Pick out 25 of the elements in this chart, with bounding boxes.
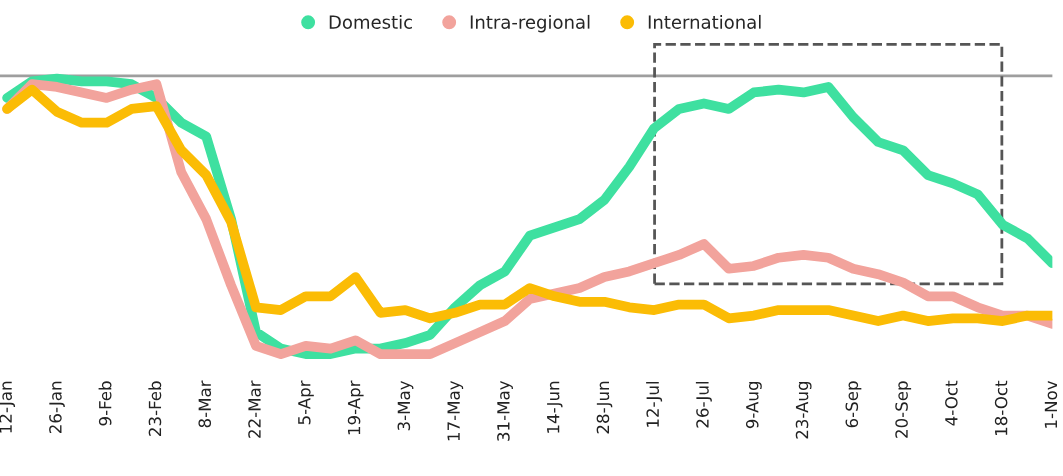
legend-label: International: [648, 14, 761, 29]
x-tick-label: 26-Jan: [49, 381, 65, 434]
legend-label: Intra-regional: [470, 14, 590, 33]
x-tick-label: 3-May: [397, 380, 414, 431]
x-tick-label: 9-Aug: [745, 381, 762, 429]
x-tick-label: 4-Oct: [945, 380, 958, 426]
x-tick-label: 5-Apr: [298, 380, 314, 425]
x-tick-label: 8-Mar: [198, 380, 212, 428]
x-tick-label: 22-Mar: [248, 380, 261, 438]
x-tick-label: 6-Sep: [845, 381, 862, 428]
x-tick-label: 26-Jul: [695, 381, 712, 428]
x-tick-label: 23-Feb: [148, 381, 162, 436]
x-tick-label: 28-Jun: [596, 381, 613, 434]
x-tick-label: 9-Feb: [98, 381, 112, 426]
x-tick-label: 31-May: [497, 380, 513, 441]
x-tick-label: 12-Jul: [646, 381, 663, 427]
x-tick-label: 17-May: [447, 380, 464, 441]
x-tick-label: 20-Sep: [895, 381, 912, 438]
x-tick-label: 1-Nov: [1044, 380, 1058, 428]
x-tick-label: 12-Jan: [0, 381, 16, 433]
x-tick-label: 14-Jun: [547, 381, 563, 433]
legend-label: Domestic: [329, 14, 412, 29]
x-tick-label: 18-Oct: [994, 380, 1008, 436]
x-tick-label: 23-Aug: [795, 381, 812, 439]
x-tick-label: 19-Apr: [347, 380, 364, 435]
